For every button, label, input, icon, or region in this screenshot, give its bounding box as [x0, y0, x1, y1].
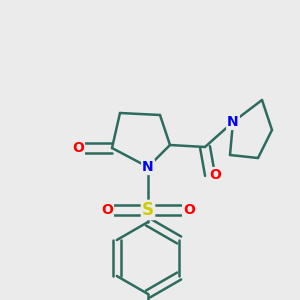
Text: N: N	[142, 160, 154, 174]
Text: O: O	[101, 203, 113, 217]
Text: O: O	[209, 168, 221, 182]
Text: O: O	[72, 141, 84, 155]
Text: N: N	[227, 115, 239, 129]
Text: O: O	[183, 203, 195, 217]
Text: S: S	[142, 201, 154, 219]
